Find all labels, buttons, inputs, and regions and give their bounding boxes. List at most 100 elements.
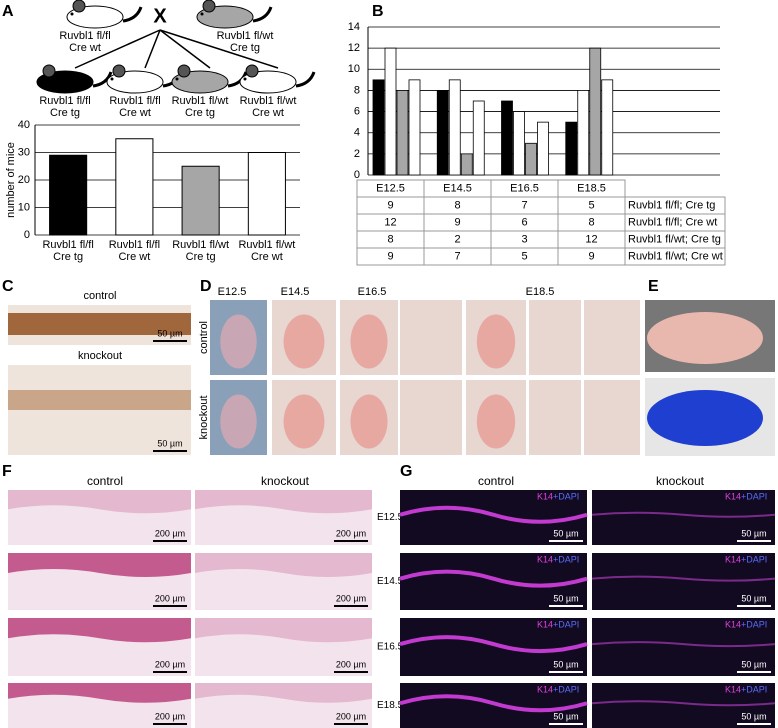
bar [396, 90, 409, 176]
stain-dapi: +DAPI [553, 491, 579, 501]
panel-label: F [2, 463, 12, 480]
panel-label: D [200, 278, 212, 295]
scale-label: 50 µm [741, 659, 766, 669]
mouse-eye [70, 12, 74, 16]
embryo [647, 312, 763, 364]
offspring-label: Ruvbl1 fl/wt Cre wt [239, 95, 297, 119]
bar [384, 47, 397, 176]
he-section-layer [8, 490, 191, 514]
he-section-layer [195, 618, 372, 643]
k14-signal [591, 641, 776, 648]
table-value: 12 [384, 216, 396, 228]
panel-label: A [2, 3, 14, 20]
scale-label: 50 µm [741, 528, 766, 538]
y-tick-label: 40 [18, 119, 30, 131]
scale-label: 200 µm [336, 711, 366, 721]
he-section-layer [195, 553, 372, 577]
table-value: 9 [454, 216, 460, 228]
y-axis-label: number of mice [5, 142, 17, 218]
cross-symbol: X [153, 5, 167, 27]
table-value: 9 [387, 250, 393, 262]
embryo-photo [584, 380, 640, 455]
stain-k14: K14 [725, 491, 741, 501]
stain-k14: K14 [537, 619, 553, 629]
if-section [592, 553, 775, 610]
k14-signal [399, 569, 588, 588]
stage-label: E18.5 [377, 700, 404, 711]
mouse-tail [122, 6, 143, 23]
k14-signal [399, 635, 588, 654]
y-tick-label: 6 [354, 105, 360, 117]
table-value: 12 [585, 233, 597, 245]
table-value: 3 [521, 233, 527, 245]
embryo-photo [584, 300, 640, 375]
scale-label: 200 µm [155, 593, 185, 603]
panel-label: E [648, 278, 659, 295]
embryo [283, 314, 325, 369]
panel-label: G [400, 463, 412, 480]
scale-label: 200 µm [336, 659, 366, 669]
stain-dapi: +DAPI [741, 684, 767, 694]
parent-label: Ruvbl1 fl/wt Cre tg [216, 30, 274, 54]
stain-k14: K14 [537, 684, 553, 694]
if-section [400, 553, 587, 610]
k14-signal [591, 575, 776, 582]
y-tick-label: 20 [18, 174, 30, 186]
embryo-photo [400, 300, 462, 375]
y-tick-label: 10 [18, 201, 30, 213]
table-value: 6 [521, 216, 527, 228]
scale-label: 50 µm [553, 593, 578, 603]
embryo [350, 314, 388, 369]
mouse-ear [177, 64, 191, 78]
table-header: E18.5 [577, 182, 606, 194]
stain-dapi: +DAPI [741, 491, 767, 501]
scale-label: 50 µm [741, 711, 766, 721]
k14-signal [399, 694, 588, 713]
x-tick-label: Ruvbl1 fl/wt Cre tg [172, 239, 230, 263]
y-tick-label: 4 [354, 127, 360, 139]
if-section [592, 618, 775, 676]
k14-signal [591, 511, 776, 518]
he-section-layer [195, 683, 372, 703]
he-section-layer [195, 490, 372, 514]
mouse-tail [92, 71, 113, 88]
table-header: E12.5 [376, 182, 405, 194]
table-header: E16.5 [510, 182, 539, 194]
bar [513, 111, 525, 176]
bar [408, 79, 421, 176]
table-header: E14.5 [443, 182, 472, 194]
legend-label: Ruvbl1 fl/wt; Cre tg [628, 233, 721, 245]
stage-label: E18.5 [526, 286, 555, 298]
table-value: 2 [454, 233, 460, 245]
offspring-label: Ruvbl1 fl/fl Cre wt [109, 95, 161, 119]
scale-label: 200 µm [155, 711, 185, 721]
he-section-layer [8, 683, 191, 703]
mouse-eye [200, 12, 204, 16]
stain-k14: K14 [725, 684, 741, 694]
condition-label: control [87, 474, 123, 488]
table-value: 9 [588, 250, 594, 262]
stain-k14: K14 [537, 491, 553, 501]
embryo [350, 394, 388, 449]
table-cell [624, 247, 726, 266]
bar [525, 142, 537, 176]
table-value: 8 [588, 216, 594, 228]
cross-line [159, 29, 279, 69]
mouse-ear [112, 64, 126, 78]
scale-label: 50 µm [157, 328, 182, 338]
embryo [283, 394, 325, 449]
y-tick-label: 30 [18, 146, 30, 158]
panel-label: B [372, 3, 384, 20]
bar [247, 152, 286, 236]
he-section-layer [8, 618, 191, 643]
y-tick-label: 10 [348, 63, 360, 75]
cross-line [159, 29, 211, 69]
embryo-photo [529, 380, 581, 455]
embryo [476, 394, 516, 449]
stage-label: E14.5 [281, 286, 310, 298]
mouse-eye [175, 77, 179, 81]
mouse-eye [243, 77, 247, 81]
condition-label: control [198, 321, 210, 354]
k14-signal [399, 505, 588, 524]
stain-dapi: +DAPI [553, 684, 579, 694]
